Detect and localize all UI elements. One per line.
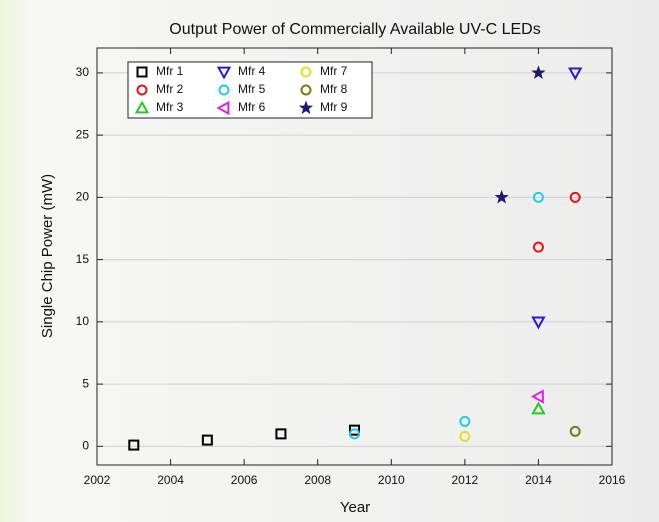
x-axis-label: Year [340,499,370,516]
legend-marker [136,66,148,78]
point [532,241,544,253]
legend-marker [298,100,314,115]
legend-label: Mfr 7 [320,64,348,78]
legend-label: Mfr 4 [238,64,266,78]
legend [127,61,373,119]
chart-title: Output Power of Commercially Available U… [169,21,540,38]
x-tick-label: 2010 [378,473,405,487]
legend-marker [216,100,230,116]
legend-marker [218,84,230,96]
legend-marker [136,84,148,96]
legend-marker [134,100,150,114]
y-tick-label: 0 [82,439,89,453]
point [494,189,509,204]
legend-label: Mfr 9 [320,100,348,114]
y-tick-label: 30 [76,65,90,79]
legend-marker [300,84,312,96]
point [201,434,213,446]
plot-area [96,47,613,466]
point [531,401,546,415]
y-tick-label: 20 [76,190,90,204]
x-tick-label: 2004 [157,473,184,487]
x-tick-label: 2002 [84,473,111,487]
y-tick-label: 15 [76,252,90,266]
y-axis-label: Single Chip Power (mW) [39,174,56,338]
legend-label: Mfr 3 [156,100,184,114]
point [531,316,546,330]
x-tick-label: 2012 [452,473,479,487]
legend-label: Mfr 5 [238,82,266,96]
point [459,415,471,427]
x-tick-label: 2008 [304,473,331,487]
y-tick-label: 10 [76,314,90,328]
point [532,191,544,203]
point [568,67,583,81]
point [459,430,471,442]
point [275,428,287,440]
point [349,428,360,440]
legend-label: Mfr 6 [238,100,266,114]
x-tick-label: 2016 [599,473,626,487]
legend-label: Mfr 8 [320,82,348,96]
y-tick-label: 25 [76,127,90,141]
point [569,191,581,203]
legend-label: Mfr 1 [156,64,184,78]
x-tick-label: 2014 [525,473,552,487]
y-tick-label: 5 [82,376,89,390]
point [128,439,140,451]
point [530,389,544,404]
point [531,65,546,79]
x-tick-label: 2006 [231,473,258,487]
point [349,424,360,436]
legend-label: Mfr 2 [156,82,184,96]
point [569,425,581,437]
legend-marker [300,66,312,78]
legend-marker [216,66,232,80]
